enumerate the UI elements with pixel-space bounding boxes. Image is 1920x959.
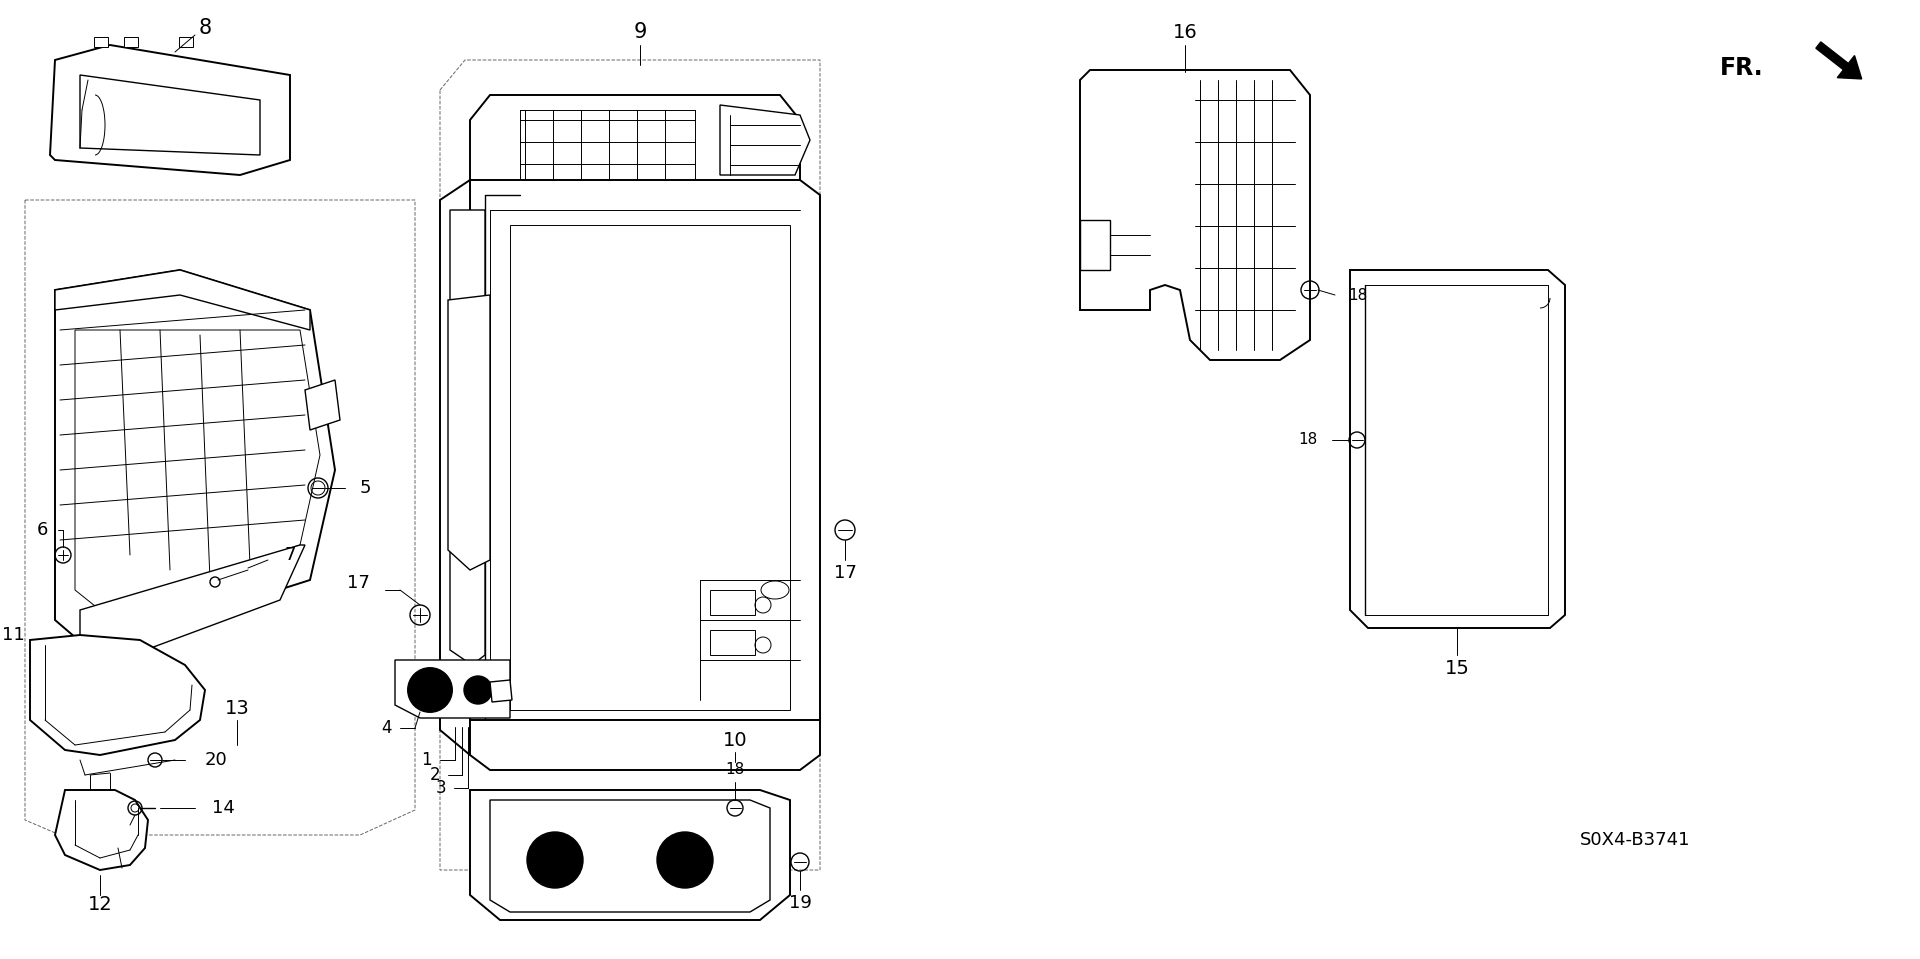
- Polygon shape: [31, 635, 205, 755]
- Text: 10: 10: [722, 731, 747, 750]
- Text: 2: 2: [430, 766, 440, 784]
- Polygon shape: [305, 380, 340, 430]
- Polygon shape: [1079, 70, 1309, 360]
- Text: 1: 1: [420, 751, 432, 769]
- Text: 6: 6: [36, 521, 48, 539]
- Polygon shape: [81, 545, 305, 665]
- Polygon shape: [449, 210, 486, 665]
- Polygon shape: [447, 295, 490, 570]
- Text: 17: 17: [833, 564, 856, 582]
- FancyArrow shape: [1816, 42, 1862, 79]
- Text: 3: 3: [436, 779, 445, 797]
- Text: FR.: FR.: [1720, 56, 1764, 80]
- Polygon shape: [56, 790, 148, 870]
- Text: 15: 15: [1444, 659, 1469, 677]
- Polygon shape: [470, 180, 820, 740]
- Polygon shape: [440, 180, 470, 755]
- Polygon shape: [81, 75, 259, 155]
- Text: 19: 19: [789, 894, 812, 912]
- Polygon shape: [50, 45, 290, 175]
- Polygon shape: [179, 37, 194, 47]
- Polygon shape: [56, 270, 334, 650]
- Text: 18: 18: [726, 762, 745, 778]
- Text: 18: 18: [1348, 288, 1367, 302]
- Text: 4: 4: [382, 719, 392, 737]
- Text: 8: 8: [198, 18, 211, 38]
- Text: 17: 17: [348, 574, 371, 592]
- Polygon shape: [470, 720, 820, 770]
- Circle shape: [465, 676, 492, 704]
- Text: 14: 14: [211, 799, 234, 817]
- Text: 5: 5: [361, 479, 371, 497]
- Polygon shape: [56, 270, 309, 330]
- Text: 9: 9: [634, 22, 647, 42]
- Text: 16: 16: [1173, 22, 1198, 41]
- Text: 11: 11: [2, 626, 25, 644]
- Circle shape: [657, 832, 712, 888]
- Text: 12: 12: [88, 896, 113, 915]
- Text: 7: 7: [284, 546, 296, 564]
- Polygon shape: [94, 37, 108, 47]
- Text: 20: 20: [205, 751, 228, 769]
- Polygon shape: [125, 37, 138, 47]
- Polygon shape: [720, 105, 810, 175]
- Polygon shape: [1079, 220, 1110, 270]
- Text: S0X4-B3741: S0X4-B3741: [1580, 831, 1690, 849]
- Text: 18: 18: [1298, 433, 1317, 448]
- Circle shape: [526, 832, 584, 888]
- Polygon shape: [396, 660, 511, 718]
- Circle shape: [407, 668, 451, 712]
- Polygon shape: [470, 95, 801, 195]
- Polygon shape: [470, 790, 789, 920]
- Polygon shape: [1350, 270, 1565, 628]
- Circle shape: [415, 675, 445, 705]
- Text: 13: 13: [225, 698, 250, 717]
- Polygon shape: [490, 680, 513, 702]
